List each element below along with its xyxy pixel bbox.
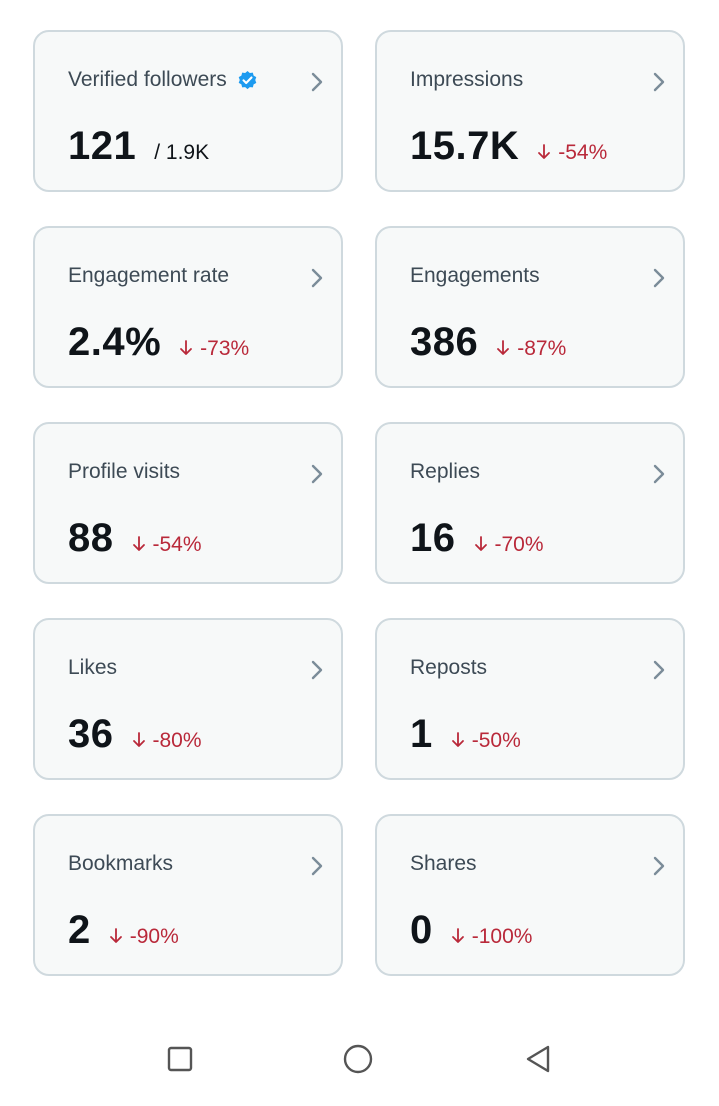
metric-title: Impressions (410, 68, 523, 92)
arrow-down-icon (180, 340, 193, 355)
metric-values: 0 -100% (410, 908, 532, 953)
metric-title: Engagements (410, 264, 540, 288)
system-navigation-bar (0, 1020, 719, 1096)
chevron-right-icon (311, 660, 323, 680)
verified-badge-icon (237, 70, 258, 91)
metric-title-text: Profile visits (68, 460, 181, 483)
metric-delta: -54% (132, 533, 202, 557)
arrow-down-icon (497, 340, 510, 355)
metric-delta: -73% (179, 337, 249, 361)
metric-card-engagement-rate[interactable]: Engagement rate 2.4% -73% (33, 226, 343, 388)
metric-values: 16 -70% (410, 516, 544, 561)
metric-delta-text: -54% (558, 141, 608, 164)
metric-title-text: Shares (410, 852, 477, 875)
metric-delta-text: -73% (200, 337, 250, 360)
metric-delta-text: -80% (152, 729, 202, 752)
metric-card-profile-visits[interactable]: Profile visits 88 -54% (33, 422, 343, 584)
metric-values: 15.7K -54% (410, 124, 607, 169)
chevron-right-icon (311, 464, 323, 484)
metric-value: 15.7K (410, 124, 520, 168)
metric-title: Profile visits (68, 460, 180, 484)
metric-value: 2.4% (68, 320, 162, 364)
arrow-down-icon (109, 928, 122, 943)
metric-values: 2.4% -73% (68, 320, 249, 365)
arrow-down-icon (451, 928, 464, 943)
metric-delta-text: -90% (129, 925, 179, 948)
metric-title: Verified followers (68, 68, 258, 92)
metric-card-bookmarks[interactable]: Bookmarks 2 -90% (33, 814, 343, 976)
metric-title-text: Engagement rate (68, 264, 230, 287)
chevron-right-icon (653, 660, 665, 680)
metric-value: 386 (410, 320, 479, 364)
metric-title-text: Impressions (410, 68, 524, 91)
metric-value: 2 (68, 908, 91, 952)
metric-values: 121 / 1.9K (68, 124, 209, 169)
back-triangle-icon[interactable] (523, 1044, 553, 1074)
metric-title-text: Likes (68, 656, 118, 679)
metrics-grid: Verified followers 121 / 1.9K Impression… (33, 30, 685, 976)
home-circle-icon[interactable] (343, 1044, 373, 1074)
metric-delta: -87% (496, 337, 566, 361)
metric-card-likes[interactable]: Likes 36 -80% (33, 618, 343, 780)
chevron-right-icon (653, 856, 665, 876)
metric-total: / 1.9K (154, 141, 210, 164)
metric-card-impressions[interactable]: Impressions 15.7K -54% (375, 30, 685, 192)
metric-delta-text: -50% (471, 729, 521, 752)
metric-card-reposts[interactable]: Reposts 1 -50% (375, 618, 685, 780)
metric-card-verified-followers[interactable]: Verified followers 121 / 1.9K (33, 30, 343, 192)
metric-value: 36 (68, 712, 114, 756)
chevron-right-icon (653, 72, 665, 92)
metric-title: Engagement rate (68, 264, 229, 288)
metric-delta-text: -87% (517, 337, 567, 360)
metric-value: 121 (68, 124, 137, 168)
metric-delta: -70% (474, 533, 544, 557)
metric-title-text: Verified followers (68, 68, 227, 91)
metric-title-text: Replies (410, 460, 481, 483)
metric-values: 2 -90% (68, 908, 179, 953)
metric-title-text: Bookmarks (68, 852, 174, 875)
chevron-right-icon (311, 268, 323, 288)
metric-delta: -54% (537, 141, 607, 165)
arrow-down-icon (538, 144, 551, 159)
metric-values: 88 -54% (68, 516, 202, 561)
metric-delta-text: -100% (471, 925, 533, 948)
chevron-right-icon (311, 856, 323, 876)
metric-card-shares[interactable]: Shares 0 -100% (375, 814, 685, 976)
chevron-right-icon (653, 268, 665, 288)
metric-delta: -80% (132, 729, 202, 753)
metric-title: Bookmarks (68, 852, 173, 876)
metric-title-text: Engagements (410, 264, 540, 287)
arrow-down-icon (474, 536, 487, 551)
metric-title: Shares (410, 852, 477, 876)
metric-delta-text: -54% (152, 533, 202, 556)
chevron-right-icon (311, 72, 323, 92)
metric-title: Reposts (410, 656, 487, 680)
metric-value: 16 (410, 516, 456, 560)
metric-card-replies[interactable]: Replies 16 -70% (375, 422, 685, 584)
metric-value: 88 (68, 516, 114, 560)
metric-delta-text: -70% (494, 533, 544, 556)
metric-card-engagements[interactable]: Engagements 386 -87% (375, 226, 685, 388)
arrow-down-icon (132, 732, 145, 747)
metric-delta: -90% (109, 925, 179, 949)
recents-square-icon[interactable] (165, 1044, 195, 1074)
metric-delta: -50% (451, 729, 521, 753)
metric-title: Likes (68, 656, 117, 680)
metric-title: Replies (410, 460, 480, 484)
metric-title-text: Reposts (410, 656, 488, 679)
chevron-right-icon (653, 464, 665, 484)
arrow-down-icon (451, 732, 464, 747)
metric-values: 1 -50% (410, 712, 521, 757)
arrow-down-icon (132, 536, 145, 551)
metric-values: 386 -87% (410, 320, 566, 365)
metric-value: 1 (410, 712, 433, 756)
metric-delta: -100% (451, 925, 533, 949)
metric-value: 0 (410, 908, 433, 952)
metric-values: 36 -80% (68, 712, 202, 757)
